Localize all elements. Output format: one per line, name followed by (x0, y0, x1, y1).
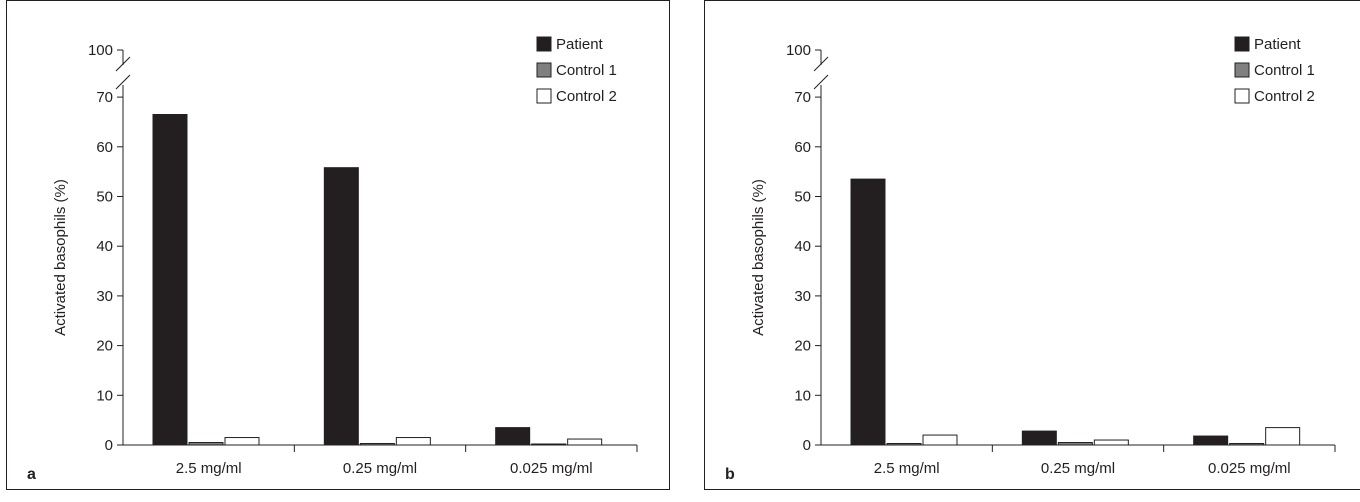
chart-b-bar-control-1 (1057, 442, 1093, 446)
chart-b-bar-control-2 (1093, 439, 1129, 446)
chart-a-y-tick-label: 30 (96, 288, 113, 305)
chart-b-bar-control-1 (886, 443, 922, 446)
chart-a-bar-patient (495, 427, 531, 446)
chart-b-y-tick-label: 100 (786, 42, 811, 59)
chart-b-plot: 0 10 20 30 40 50 60 70 100 Activated basophils (%… (725, 36, 1336, 483)
chart-a-bar-control-2 (395, 437, 431, 446)
chart-a-legend-label: Control 2 (556, 88, 617, 105)
chart-b-bar-control-1 (1229, 443, 1265, 446)
chart-a-bar-control-2 (224, 437, 260, 446)
chart-a-legend-swatch (536, 88, 552, 104)
chart-b-category-label: 2.5 mg/ml (874, 460, 940, 477)
chart-a-y-tick-label: 50 (96, 189, 113, 206)
chart-a-y-tick-label: 0 (105, 437, 113, 454)
chart-b-legend-label: Control 1 (1254, 62, 1315, 79)
chart-a-y-tick-label: 60 (96, 139, 113, 156)
chart-a-bar-control-1 (188, 442, 224, 446)
chart-b-bar-patient (1021, 430, 1057, 446)
chart-a-legend-swatch (536, 62, 552, 78)
chart-b-panel-letter: b (725, 466, 735, 483)
chart-b-y-tick-label: 60 (794, 139, 811, 156)
chart-a-category-label: 2.5 mg/ml (176, 460, 242, 477)
chart-b-axis-break-mark (813, 56, 829, 72)
chart-b-bar-patient (1193, 435, 1229, 446)
chart-a-axis-break-mark (115, 74, 131, 90)
chart-b-legend-swatch (1234, 88, 1250, 104)
chart-b-axis-break-mark (813, 74, 829, 90)
chart-b-category-label: 0.025 mg/ml (1208, 460, 1291, 477)
chart-a-axis-break-mark (115, 56, 131, 72)
chart-a-bar-control-2 (567, 438, 603, 446)
chart-a-svg: 0 10 20 30 40 50 60 70 100 Activated basophils (%… (27, 36, 638, 483)
chart-a-y-tick-label: 10 (96, 387, 113, 404)
chart-b-legend-label: Control 2 (1254, 88, 1315, 105)
chart-a-y-axis-label: Activated basophils (%) (52, 179, 69, 336)
chart-panel-a: 0 10 20 30 40 50 60 70 100 Activated basophils (%… (6, 0, 670, 490)
chart-b-svg: 0 10 20 30 40 50 60 70 100 Activated basophils (%… (725, 36, 1336, 483)
chart-a-category-label: 0.025 mg/ml (510, 460, 593, 477)
chart-b-bar-patient (850, 178, 886, 446)
chart-a-bar-patient (152, 113, 188, 446)
chart-a-legend-swatch (536, 36, 552, 52)
chart-b-y-tick-label: 70 (794, 89, 811, 106)
chart-a-legend-label: Control 1 (556, 62, 617, 79)
chart-b-y-tick-label: 30 (794, 288, 811, 305)
chart-b-y-tick-label: 40 (794, 238, 811, 255)
chart-a-bar-control-1 (359, 443, 395, 446)
chart-panel-b: 0 10 20 30 40 50 60 70 100 Activated basophils (%… (704, 0, 1360, 490)
chart-a-plot: 0 10 20 30 40 50 60 70 100 Activated basophils (%… (27, 36, 638, 483)
chart-b-legend-swatch (1234, 36, 1250, 52)
chart-b-y-tick-label: 50 (794, 189, 811, 206)
chart-b-category-label: 0.25 mg/ml (1041, 460, 1115, 477)
chart-a-y-tick-label: 100 (88, 42, 113, 59)
chart-a-bar-control-1 (531, 443, 567, 446)
chart-a-category-label: 0.25 mg/ml (343, 460, 417, 477)
chart-a-bar-patient (323, 167, 359, 446)
chart-b-y-axis-label: Activated basophils (%) (750, 179, 767, 336)
chart-b-legend-label: Patient (1254, 36, 1302, 53)
chart-a-y-tick-label: 40 (96, 238, 113, 255)
chart-a-y-tick-label: 20 (96, 338, 113, 355)
chart-b-y-tick-label: 20 (794, 338, 811, 355)
chart-b-bar-control-2 (1265, 427, 1301, 446)
chart-a-panel-letter: a (27, 466, 36, 483)
chart-b-y-tick-label: 10 (794, 387, 811, 404)
chart-b-legend-swatch (1234, 62, 1250, 78)
chart-b-bar-control-2 (922, 434, 958, 446)
chart-a-y-tick-label: 70 (96, 89, 113, 106)
chart-b-y-tick-label: 0 (803, 437, 811, 454)
chart-a-legend-label: Patient (556, 36, 604, 53)
